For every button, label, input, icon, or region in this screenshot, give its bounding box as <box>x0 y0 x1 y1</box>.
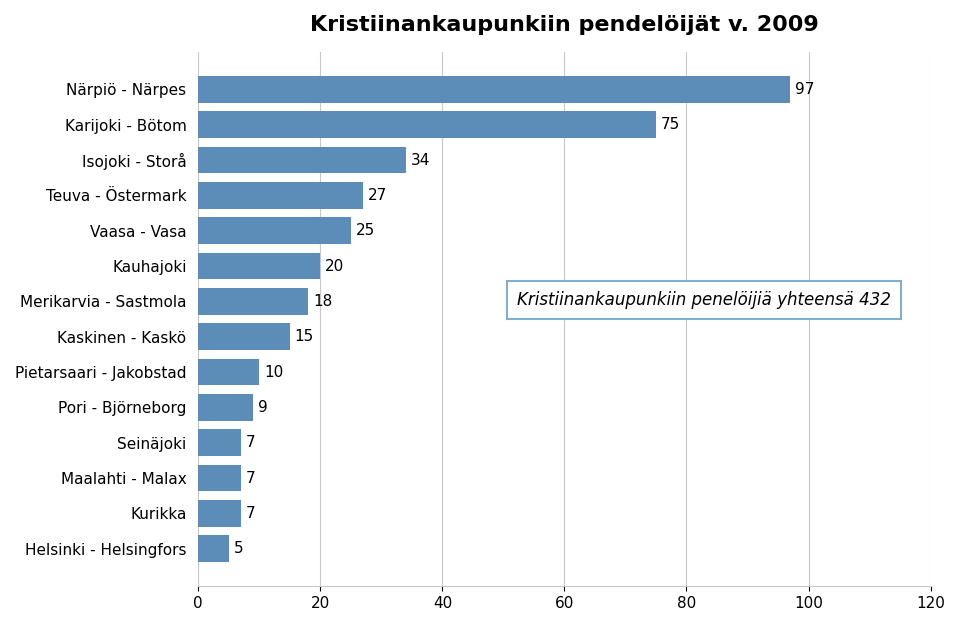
Text: 34: 34 <box>411 153 430 168</box>
Bar <box>199 217 350 244</box>
Bar <box>199 500 241 526</box>
Bar <box>199 182 363 208</box>
Text: 5: 5 <box>233 541 243 557</box>
Bar <box>199 288 308 315</box>
Text: 27: 27 <box>368 188 387 203</box>
Text: 7: 7 <box>246 435 255 450</box>
Bar <box>199 324 290 350</box>
Bar <box>199 76 790 103</box>
Text: 10: 10 <box>264 364 283 379</box>
Bar <box>199 429 241 456</box>
Text: Kristiinankaupunkiin penelöijiä yhteensä 432: Kristiinankaupunkiin penelöijiä yhteensä… <box>516 291 891 309</box>
Text: 75: 75 <box>660 117 680 132</box>
Text: 25: 25 <box>356 223 375 239</box>
Text: 97: 97 <box>795 82 814 97</box>
Title: Kristiinankaupunkiin pendelöijät v. 2009: Kristiinankaupunkiin pendelöijät v. 2009 <box>310 15 819 35</box>
Text: 15: 15 <box>295 329 314 344</box>
Bar <box>199 394 253 421</box>
Bar <box>199 465 241 491</box>
Text: 9: 9 <box>258 400 268 415</box>
Bar <box>199 253 321 279</box>
Bar <box>199 111 656 138</box>
Text: 7: 7 <box>246 506 255 521</box>
Text: 20: 20 <box>325 259 345 274</box>
Text: 7: 7 <box>246 471 255 486</box>
Bar <box>199 359 259 386</box>
Text: 18: 18 <box>313 294 332 309</box>
Bar <box>199 535 228 562</box>
Bar <box>199 146 406 173</box>
